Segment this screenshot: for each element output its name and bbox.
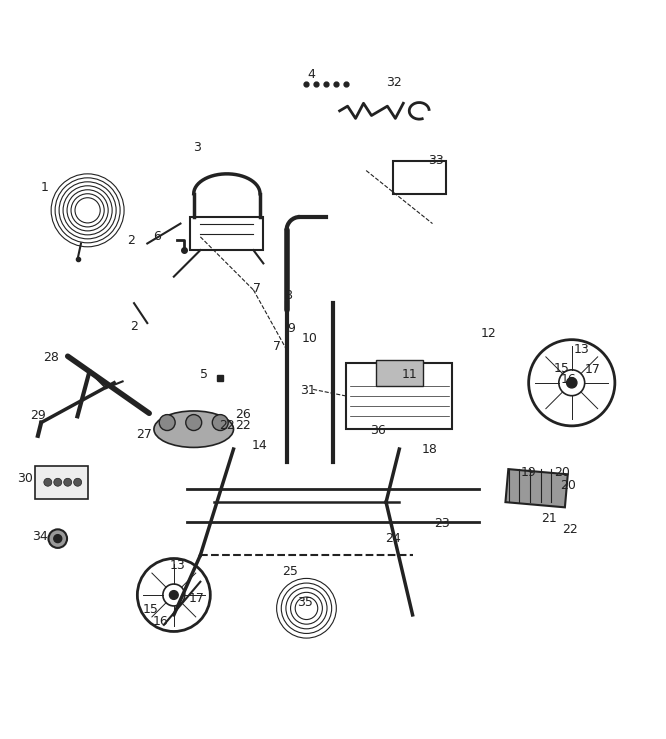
Bar [35, 466, 88, 499]
Circle shape [64, 478, 72, 486]
Circle shape [44, 478, 52, 486]
Text: 17: 17 [585, 363, 601, 376]
Text: 6: 6 [153, 231, 161, 243]
Bar [505, 469, 568, 508]
Text: 35: 35 [297, 596, 313, 610]
Text: 20: 20 [561, 479, 576, 492]
Circle shape [49, 529, 67, 548]
Text: 33: 33 [428, 154, 444, 167]
Bar [190, 217, 263, 250]
Circle shape [186, 415, 202, 431]
Text: 10: 10 [302, 332, 318, 345]
Text: 22: 22 [236, 419, 251, 432]
Text: 24: 24 [385, 532, 400, 545]
Text: 23: 23 [434, 517, 450, 530]
Circle shape [567, 378, 577, 388]
Text: 28: 28 [43, 351, 59, 364]
Text: 30: 30 [17, 472, 33, 486]
Circle shape [54, 478, 62, 486]
Text: 34: 34 [32, 530, 48, 543]
Text: 15: 15 [554, 361, 569, 375]
Text: 27: 27 [136, 428, 152, 441]
Text: 32: 32 [386, 77, 402, 89]
Bar [376, 360, 422, 386]
Text: 29: 29 [30, 409, 46, 423]
Text: 13: 13 [574, 343, 589, 356]
Text: 7: 7 [252, 282, 260, 295]
Text: 4: 4 [308, 68, 316, 81]
Ellipse shape [154, 411, 234, 447]
Text: 26: 26 [236, 408, 251, 421]
Text: 9: 9 [287, 322, 295, 335]
Bar [346, 363, 452, 429]
Text: 36: 36 [370, 424, 386, 437]
Text: 5: 5 [200, 368, 208, 381]
Text: 16: 16 [561, 373, 576, 386]
Text: 20: 20 [554, 466, 569, 479]
Text: 8: 8 [284, 289, 292, 302]
Text: 15: 15 [143, 603, 159, 616]
Circle shape [74, 478, 82, 486]
Circle shape [159, 415, 175, 431]
Circle shape [54, 534, 62, 542]
Text: 16: 16 [153, 615, 168, 628]
Text: 7: 7 [272, 340, 280, 353]
Text: 2: 2 [130, 320, 138, 333]
Text: 1: 1 [41, 180, 49, 194]
Text: 19: 19 [521, 466, 537, 479]
Text: 12: 12 [481, 327, 497, 339]
Text: 14: 14 [252, 439, 268, 452]
Bar [393, 160, 446, 194]
Text: 17: 17 [189, 592, 205, 605]
Text: 31: 31 [300, 384, 316, 398]
Text: 22: 22 [563, 523, 578, 537]
Text: 21: 21 [541, 512, 556, 525]
Text: 13: 13 [169, 559, 185, 572]
Text: 2: 2 [127, 234, 135, 247]
Text: 3: 3 [193, 141, 201, 154]
Text: 11: 11 [402, 368, 417, 381]
Text: 22: 22 [219, 419, 234, 432]
Circle shape [169, 590, 178, 599]
Text: 25: 25 [282, 565, 298, 579]
Text: 18: 18 [421, 443, 437, 455]
Circle shape [212, 415, 228, 431]
